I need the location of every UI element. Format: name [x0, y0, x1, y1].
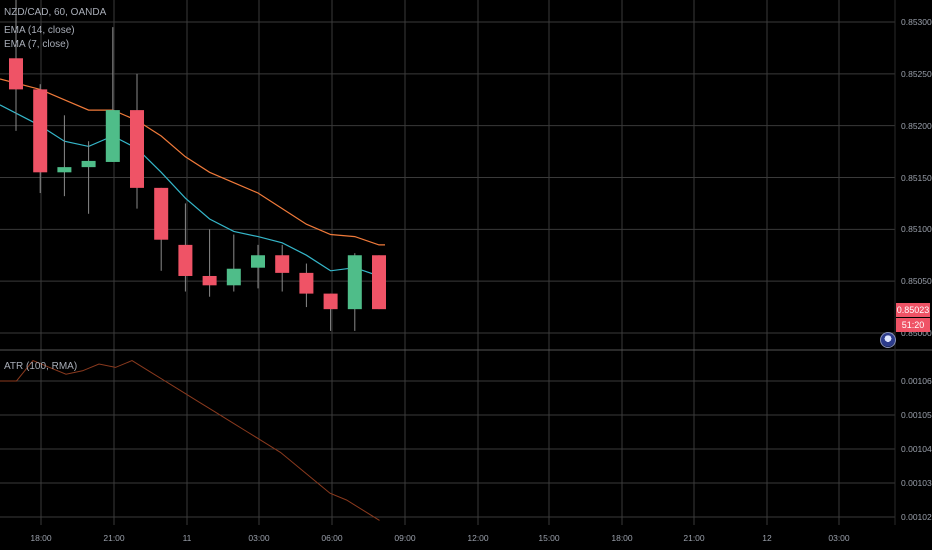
candle-body[interactable]: [130, 110, 144, 188]
candle-body[interactable]: [275, 255, 290, 273]
time-tick-label: 06:00: [321, 533, 343, 543]
candle-body[interactable]: [251, 255, 265, 268]
time-tick-label: 09:00: [394, 533, 416, 543]
atr-tick-label: 0.00106: [901, 376, 932, 386]
countdown-badge: 51:20: [896, 318, 930, 332]
candle-body[interactable]: [202, 275, 217, 286]
price-tick-label: 0.85000: [901, 328, 932, 338]
atr-line: [0, 359, 380, 521]
candlestick-series[interactable]: [9, 0, 386, 331]
atr-tick-label: 0.00102: [901, 512, 932, 522]
candle-body[interactable]: [57, 167, 72, 173]
ema14-legend[interactable]: EMA (14, close): [4, 25, 75, 36]
time-tick-label: 11: [182, 533, 192, 543]
chart-grid: [0, 0, 932, 525]
time-tick-label: 12:00: [467, 533, 489, 543]
time-tick-label: 15:00: [538, 533, 560, 543]
candle-body[interactable]: [299, 272, 314, 294]
candle-body[interactable]: [33, 89, 48, 173]
candle-body[interactable]: [226, 268, 241, 286]
price-tick-label: 0.85100: [901, 224, 932, 235]
price-tick-label: 0.85050: [901, 276, 932, 287]
time-tick-label: 21:00: [103, 533, 125, 543]
ema14-line: [0, 78, 385, 246]
candle-body[interactable]: [323, 293, 338, 310]
price-tick-label: 0.85300: [901, 17, 932, 27]
candle-body[interactable]: [81, 160, 96, 168]
avatar-icon[interactable]: [880, 332, 896, 348]
price-tick-label: 0.85200: [901, 120, 932, 131]
candle-body[interactable]: [154, 187, 169, 240]
candle-body[interactable]: [9, 58, 23, 90]
ema7-line: [0, 104, 385, 277]
atr-pane: [0, 359, 380, 521]
time-tick-label: 21:00: [683, 533, 705, 543]
ema-lines: [0, 78, 385, 277]
price-tick-label: 0.85150: [901, 172, 932, 183]
ema7-legend[interactable]: EMA (7, close): [4, 39, 70, 50]
atr-tick-label: 0.00105: [901, 410, 932, 420]
candle-body[interactable]: [178, 244, 193, 276]
symbol-title[interactable]: NZD/CAD, 60, OANDA: [4, 7, 107, 18]
candle-body[interactable]: [347, 255, 362, 310]
atr-legend[interactable]: ATR (100, RMA): [4, 361, 78, 372]
atr-tick-label: 0.00104: [901, 444, 932, 454]
time-tick-label: 18:00: [30, 533, 52, 543]
candle-body[interactable]: [372, 255, 386, 310]
time-tick-label: 12: [762, 533, 772, 543]
atr-tick-label: 0.00103: [901, 478, 932, 488]
time-tick-label: 18:00: [611, 533, 633, 543]
time-tick-label: 03:00: [248, 533, 270, 543]
time-tick-label: 03:00: [828, 533, 850, 543]
current-price-badge: 0.85023: [896, 303, 930, 317]
price-tick-label: 0.85250: [901, 68, 932, 79]
candle-body[interactable]: [105, 110, 120, 162]
